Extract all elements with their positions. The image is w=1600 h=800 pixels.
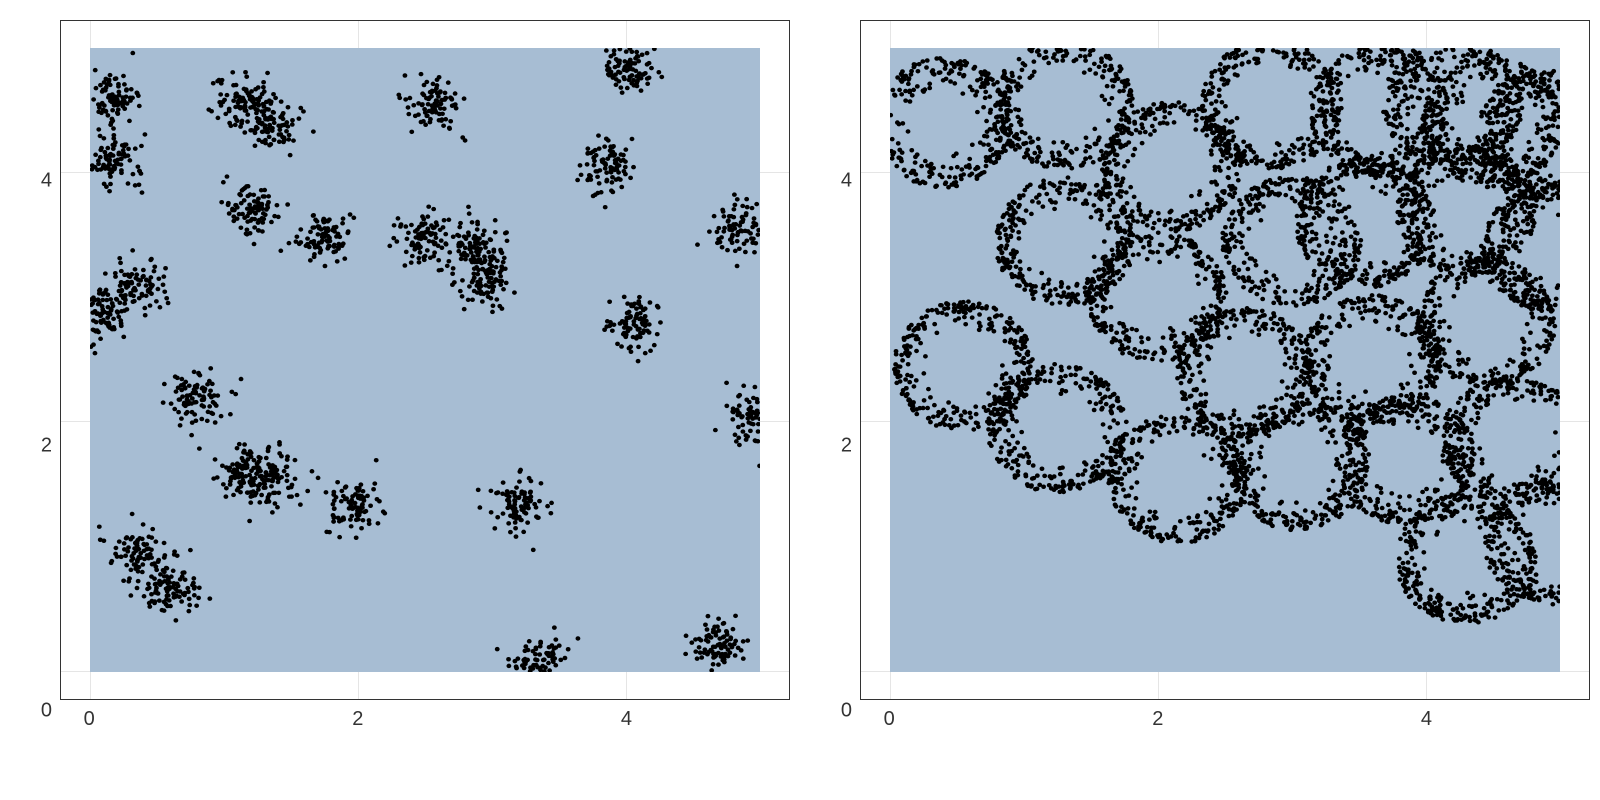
y-tick-label: 2 [841,435,852,458]
y-tick-label: 4 [41,170,52,193]
x-tick-label: 2 [352,708,363,731]
right-x-axis: 0 2 4 [860,700,1590,740]
x-tick-label: 0 [884,708,895,731]
x-tick-label: 4 [621,708,632,731]
right-panel: 0 2 4 0 2 4 [810,20,1590,740]
left-y-axis: 0 2 4 [10,20,60,740]
left-scatter-points [90,48,760,672]
right-plot-area [860,20,1590,700]
left-x-axis: 0 2 4 [60,700,790,740]
right-y-axis: 0 2 4 [810,20,860,740]
left-plot-area [60,20,790,700]
right-scatter-points [890,48,1560,672]
y-tick-label: 0 [41,700,52,723]
x-tick-label: 4 [1421,708,1432,731]
x-tick-label: 2 [1152,708,1163,731]
y-tick-label: 4 [841,170,852,193]
y-tick-label: 0 [841,700,852,723]
y-tick-label: 2 [41,435,52,458]
scatter-figure: 0 2 4 0 2 4 0 2 4 0 2 4 [0,0,1600,800]
x-tick-label: 0 [84,708,95,731]
left-panel: 0 2 4 0 2 4 [10,20,790,740]
